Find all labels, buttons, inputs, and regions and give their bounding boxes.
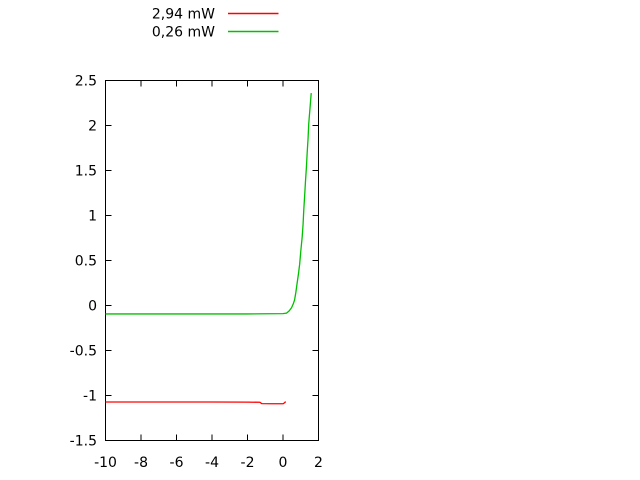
- series-line-1: [105, 93, 312, 315]
- legend-entry: 0,26 mW: [152, 25, 279, 41]
- y-tick-label: 2.5: [75, 74, 97, 90]
- x-tick-label: -2: [241, 455, 255, 471]
- legend-entry: 2,94 mW: [152, 7, 279, 23]
- y-tick-label: -1.5: [70, 434, 97, 450]
- x-tick-label: -6: [170, 455, 184, 471]
- x-tick-label: 0: [279, 455, 288, 471]
- legend-label: 2,94 mW: [152, 7, 215, 23]
- y-tick-label: 1.5: [75, 164, 97, 180]
- x-tick-label: -4: [205, 455, 219, 471]
- y-tick-label: 0.5: [75, 254, 97, 270]
- y-tick-label: 2: [88, 119, 97, 135]
- x-tick-label: -10: [94, 455, 117, 471]
- series-line-0: [105, 401, 287, 405]
- y-tick-label: 1: [88, 209, 97, 225]
- y-tick-label: 0: [88, 299, 97, 315]
- y-tick-label: -1: [83, 389, 97, 405]
- x-tick-label: 2: [314, 455, 323, 471]
- x-tick-label: -8: [134, 455, 148, 471]
- y-tick-label: -0.5: [70, 344, 97, 360]
- legend-label: 0,26 mW: [152, 25, 215, 41]
